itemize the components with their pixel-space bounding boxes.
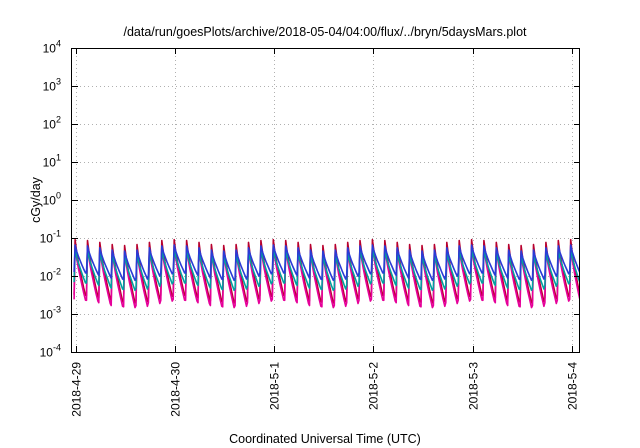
y-tick-label: 100 [43, 191, 61, 208]
x-tick-label: 2018-5-3 [467, 362, 481, 410]
y-tick-label: 10-4 [40, 343, 61, 360]
y-tick-label: 104 [43, 39, 61, 56]
x-tick-label: 2018-4-30 [169, 362, 183, 417]
y-tick-label: 102 [43, 115, 61, 132]
series-line-4 [73, 244, 580, 282]
y-tick-label: 10-3 [40, 305, 61, 322]
x-tick-label: 2018-4-29 [70, 362, 84, 417]
series-group [73, 238, 580, 309]
x-axis-label: Coordinated Universal Time (UTC) [229, 432, 421, 446]
y-axis: 10-4 10-3 10-2 10-1 100 101 102 103 104 [40, 39, 580, 360]
x-axis: 2018-4-29 2018-4-30 2018-5-1 2018-5-2 2018-5… [70, 48, 580, 417]
x-tick-label: 2018-5-1 [268, 362, 282, 410]
x-tick-label: 2018-5-4 [566, 362, 580, 410]
y-tick-label: 10-2 [40, 267, 61, 284]
y-tick-label: 10-1 [40, 229, 61, 246]
y-tick-label: 101 [43, 153, 61, 170]
y-tick-label: 103 [43, 77, 61, 94]
x-tick-label: 2018-5-2 [367, 362, 381, 410]
chart-title: /data/run/goesPlots/archive/2018-05-04/0… [123, 25, 527, 39]
y-axis-label: cGy/day [29, 176, 43, 223]
